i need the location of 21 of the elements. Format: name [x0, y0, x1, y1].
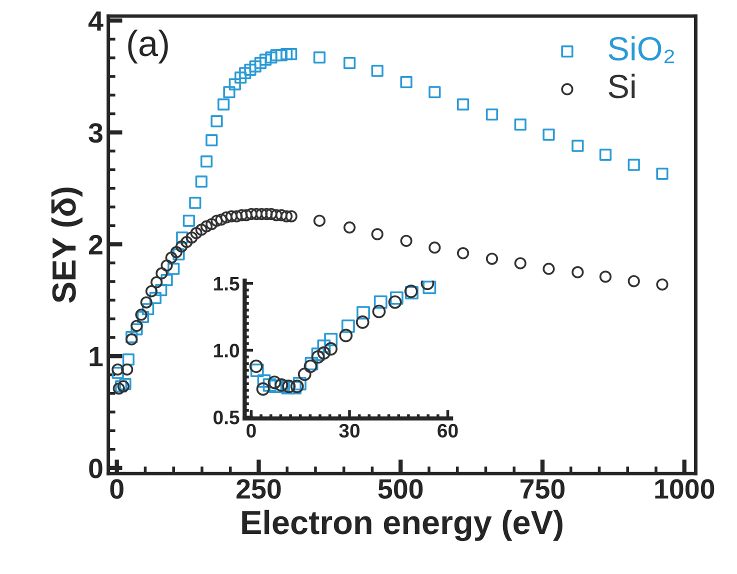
y-tick-label: 1.5 [214, 277, 240, 291]
y-tick-label: 0 [89, 458, 102, 478]
annotation: (a) [128, 30, 168, 64]
y-tick-label: 1.0 [214, 344, 240, 358]
x-axis-title: Electron energy (eV) [242, 510, 562, 542]
y-axis-title: SEY (δ) [51, 188, 82, 303]
legend-label: SiO₂ [608, 36, 674, 64]
x-tick-label: 30 [339, 424, 360, 438]
y-tick-label: 3 [88, 123, 102, 143]
y-tick-label: 0.5 [214, 410, 240, 424]
x-tick-label: 500 [378, 479, 423, 499]
x-tick-label: 250 [236, 479, 281, 499]
y-tick-label: 4 [88, 12, 104, 31]
legend-label: Si [608, 74, 635, 98]
y-tick-label: 2 [88, 234, 102, 254]
y-tick-label: 1 [90, 347, 103, 366]
x-tick-label: 60 [438, 424, 458, 438]
x-tick-label: 0 [110, 479, 124, 499]
x-tick-label: 1000 [655, 479, 714, 499]
x-tick-label: 750 [520, 479, 565, 499]
x-tick-label: 0 [246, 424, 256, 438]
